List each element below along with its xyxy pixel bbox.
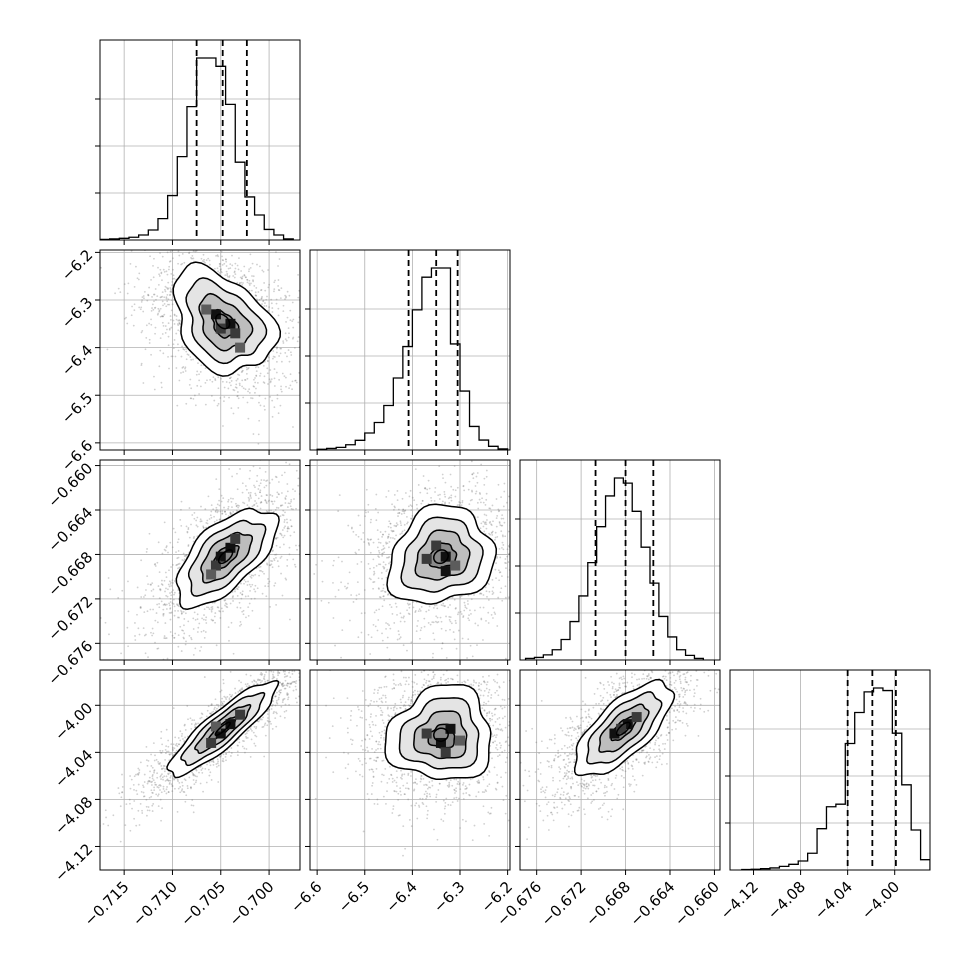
density-cell — [206, 569, 217, 580]
x-tick-label: −4.12 — [717, 878, 762, 923]
scatter-panel-4-3 — [520, 670, 720, 870]
scatter-panel-2-1 — [100, 250, 300, 450]
y-tick-label: −6.2 — [58, 246, 96, 284]
density-cell — [206, 737, 217, 748]
contour-core — [615, 721, 631, 737]
panel-frame — [99, 459, 301, 661]
scatter-panel-4-2 — [310, 670, 510, 870]
density-cell — [431, 540, 442, 551]
x-tick-label: −0.664 — [627, 878, 679, 930]
panel-frame — [519, 459, 721, 661]
contour-core — [433, 727, 449, 742]
density-cell — [421, 553, 432, 564]
density-cell — [215, 323, 226, 334]
scatter-panel-3-2 — [310, 460, 510, 660]
density-cell — [421, 728, 432, 739]
density-cell — [225, 318, 236, 329]
x-tick-label: −4.08 — [764, 878, 809, 923]
panel-frame — [99, 39, 301, 241]
histogram-steps — [100, 57, 294, 240]
contour-core — [215, 313, 231, 330]
y-tick-label: −4.00 — [51, 699, 96, 744]
density-cell — [225, 542, 236, 553]
density-cell — [440, 747, 451, 758]
y-tick-label: −0.672 — [44, 593, 96, 645]
y-tick-label: −6.3 — [58, 294, 96, 332]
density-cell — [445, 723, 456, 734]
x-tick-label: −0.660 — [671, 878, 723, 930]
y-tick-label: −6.4 — [58, 341, 96, 379]
density-cell — [622, 719, 633, 730]
contour-core — [217, 549, 234, 565]
density-cell — [201, 304, 212, 315]
x-tick-label: −0.668 — [582, 878, 634, 930]
histogram-panel-4 — [730, 670, 930, 870]
density-cell — [455, 735, 465, 746]
density-cell — [440, 566, 451, 577]
x-tick-label: −6.5 — [335, 878, 373, 916]
histogram-steps — [316, 267, 509, 450]
density-cell — [450, 560, 461, 571]
x-tick-label: −0.705 — [177, 878, 229, 930]
y-tick-label: −0.676 — [44, 637, 96, 689]
x-tick-label: −6.4 — [382, 878, 420, 916]
x-tick-label: −0.700 — [226, 878, 278, 930]
contour-core — [214, 721, 231, 737]
y-tick-label: −4.08 — [51, 793, 96, 838]
density-cell — [435, 737, 446, 748]
histogram-steps — [741, 687, 930, 870]
x-tick-label: −0.672 — [538, 878, 590, 930]
panel-frame — [309, 459, 511, 661]
density-cell — [210, 721, 221, 732]
y-tick-label: −6.5 — [58, 389, 96, 427]
panel-frame — [309, 669, 511, 871]
panel-frame — [99, 249, 301, 451]
x-tick-label: −4.00 — [858, 878, 903, 923]
panel-frame — [309, 249, 511, 451]
x-tick-label: −6.6 — [287, 878, 325, 916]
histogram-panel-1 — [100, 40, 300, 240]
density-cell — [616, 723, 627, 734]
x-tick-label: −4.04 — [811, 878, 856, 923]
density-cell — [440, 551, 451, 562]
histogram-panel-2 — [310, 250, 510, 450]
scatter-panel-4-1 — [100, 670, 300, 870]
histogram-panel-3 — [520, 460, 720, 660]
panel-frame — [519, 669, 721, 871]
density-cell — [609, 728, 620, 739]
x-tick-label: −6.3 — [430, 878, 468, 916]
histogram-steps — [524, 477, 704, 660]
density-cell — [235, 342, 246, 353]
panel-frame — [99, 669, 301, 871]
density-cell — [210, 309, 221, 320]
panel-frame — [729, 669, 931, 871]
y-tick-label: −0.668 — [44, 548, 96, 600]
density-cell — [210, 560, 221, 571]
scatter-panel-3-1 — [100, 460, 300, 660]
y-tick-label: −0.664 — [44, 504, 96, 556]
contour-core — [433, 549, 449, 565]
density-cell — [631, 712, 642, 723]
y-tick-label: −4.04 — [51, 746, 96, 791]
density-cell — [230, 328, 241, 339]
x-tick-label: −0.710 — [129, 878, 181, 930]
density-cell — [235, 709, 246, 720]
y-tick-label: −4.12 — [51, 840, 96, 885]
density-cell — [230, 533, 241, 544]
x-tick-label: −0.715 — [81, 878, 133, 930]
